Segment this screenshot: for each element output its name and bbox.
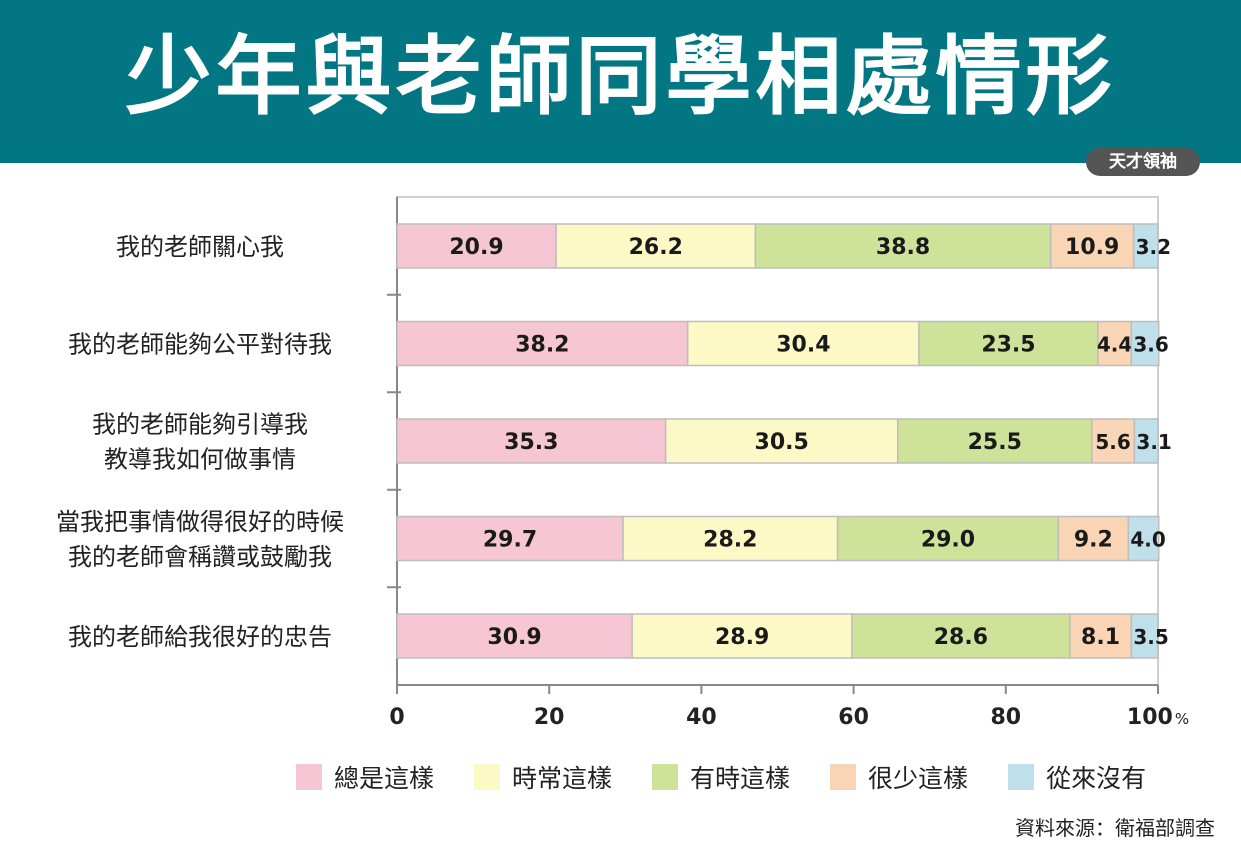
x-tick-label: 20 xyxy=(534,705,565,730)
data-label: 25.5 xyxy=(968,430,1022,455)
x-tick-label: 60 xyxy=(838,705,869,730)
data-label: 4.4 xyxy=(1097,333,1132,357)
bar-segment xyxy=(918,320,1099,367)
legend-label: 總是這樣 xyxy=(334,764,435,793)
data-label: 26.2 xyxy=(629,235,683,260)
x-tick-label: 40 xyxy=(686,705,717,730)
category-label: 我的老師給我很好的忠告 xyxy=(68,623,332,651)
data-label: 3.6 xyxy=(1133,333,1168,357)
bar-segment xyxy=(851,613,1071,659)
x-tick-label: 80 xyxy=(990,705,1021,730)
data-label: 5.6 xyxy=(1095,430,1130,454)
bar-segment xyxy=(396,320,689,367)
page-title: 少年與老師同學相處情形 xyxy=(125,27,1116,127)
bar-segment xyxy=(686,320,920,367)
data-label: 10.9 xyxy=(1065,235,1119,260)
data-label: 23.5 xyxy=(981,333,1035,358)
bar-segment xyxy=(836,515,1060,562)
legend-swatch xyxy=(1008,764,1035,790)
bar-segment xyxy=(1091,418,1136,464)
bar-segment xyxy=(1127,515,1160,562)
bar-segment xyxy=(555,223,757,269)
category-label: 我的老師能夠公平對待我 xyxy=(68,331,332,359)
legend-label: 很少這樣 xyxy=(868,764,969,793)
bar-segment xyxy=(1049,223,1135,269)
legend-item-sometimes: 有時這樣 xyxy=(652,759,790,795)
data-label: 20.9 xyxy=(449,235,503,260)
legend-swatch xyxy=(830,764,857,790)
data-label: 4.0 xyxy=(1130,528,1165,552)
data-label: 8.1 xyxy=(1081,625,1120,650)
category-label: 教導我如何做事情 xyxy=(104,446,296,474)
bar-segment xyxy=(1130,320,1160,367)
bar-segment xyxy=(896,418,1093,464)
bar-segment xyxy=(664,418,899,464)
data-label: 30.9 xyxy=(487,625,541,650)
data-label: 3.5 xyxy=(1133,625,1168,649)
bar-segment xyxy=(396,223,557,269)
legend-swatch xyxy=(652,764,679,790)
bar-segment xyxy=(1130,613,1159,659)
bar-segment xyxy=(1097,320,1133,367)
bar-segment xyxy=(396,418,667,464)
data-label: 29.0 xyxy=(921,528,975,553)
legend-label: 有時這樣 xyxy=(690,764,791,793)
data-label: 3.1 xyxy=(1136,430,1171,454)
data-label: 30.4 xyxy=(776,333,830,358)
bar-segment xyxy=(1132,223,1159,269)
legend-label: 從來沒有 xyxy=(1046,764,1147,793)
legend-item-always: 總是這樣 xyxy=(296,759,434,795)
x-tick-label: 0 xyxy=(389,705,404,730)
bar-segment xyxy=(1068,613,1133,659)
data-label: 29.7 xyxy=(483,528,537,553)
legend-item-rarely: 很少這樣 xyxy=(830,759,968,795)
legend-swatch xyxy=(474,764,501,790)
data-label: 38.8 xyxy=(876,235,930,260)
data-label: 35.3 xyxy=(504,430,558,455)
data-label: 38.2 xyxy=(515,333,569,358)
bar-segment xyxy=(396,613,633,659)
data-label: 28.2 xyxy=(703,528,757,553)
bar-segment xyxy=(631,613,853,659)
data-label: 30.5 xyxy=(755,430,809,455)
bar-segment xyxy=(396,515,624,562)
legend-item-never: 從來沒有 xyxy=(1008,759,1146,795)
bar-segment xyxy=(1133,418,1159,464)
brand-badge: 天才領袖 xyxy=(1086,148,1200,176)
header-banner: 少年與老師同學相處情形 xyxy=(0,0,1241,163)
source-note: 資料來源：衛福部調查 xyxy=(1015,816,1215,840)
data-label: 28.9 xyxy=(715,625,769,650)
legend-label: 時常這樣 xyxy=(512,764,613,793)
category-label: 我的老師會稱讚或鼓勵我 xyxy=(68,543,332,571)
data-label: 3.2 xyxy=(1136,235,1171,259)
bar-segment xyxy=(1057,515,1130,562)
bar-segment xyxy=(754,223,1052,269)
data-label: 28.6 xyxy=(934,625,988,650)
category-label: 當我把事情做得很好的時候 xyxy=(56,508,344,536)
legend: 總是這樣 時常這樣 有時這樣 很少這樣 從來沒有 xyxy=(296,760,1186,794)
legend-swatch xyxy=(296,764,322,790)
category-label: 我的老師能夠引導我 xyxy=(92,411,308,439)
category-label: 我的老師關心我 xyxy=(116,233,284,261)
x-tick-label: 100% xyxy=(1127,705,1189,730)
data-label: 9.2 xyxy=(1074,528,1113,553)
legend-item-often: 時常這樣 xyxy=(474,759,612,795)
